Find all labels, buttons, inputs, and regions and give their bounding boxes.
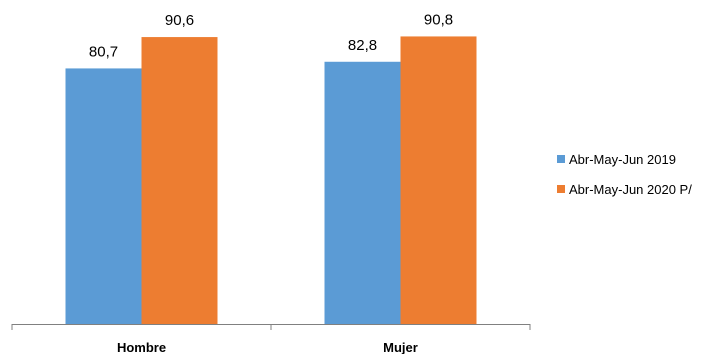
bar-hombre-series-1 bbox=[141, 37, 218, 325]
bars-group bbox=[65, 36, 477, 325]
x-axis-ticks bbox=[11, 324, 531, 330]
value-labels-group: 80,7 90,6 82,8 90,8 bbox=[89, 11, 453, 60]
legend-label-2020: Abr-May-Jun 2020 P/ bbox=[569, 181, 692, 197]
legend-label-2019: Abr-May-Jun 2019 bbox=[569, 151, 676, 167]
category-labels-group: Hombre Mujer bbox=[117, 340, 418, 354]
legend-item-2019: Abr-May-Jun 2019 bbox=[557, 151, 692, 167]
legend-swatch-2020 bbox=[557, 185, 565, 193]
legend: Abr-May-Jun 2019 Abr-May-Jun 2020 P/ bbox=[557, 151, 692, 211]
legend-swatch-2019 bbox=[557, 155, 565, 163]
bar-mujer-series-0 bbox=[324, 61, 401, 324]
category-label-mujer: Mujer bbox=[383, 340, 418, 354]
category-label-hombre: Hombre bbox=[117, 340, 166, 354]
value-label-hombre-series-0: 80,7 bbox=[89, 43, 118, 60]
bar-hombre-series-0 bbox=[65, 68, 142, 325]
value-label-hombre-series-1: 90,6 bbox=[165, 12, 194, 29]
bar-mujer-series-1 bbox=[400, 36, 477, 324]
value-label-mujer-series-0: 82,8 bbox=[348, 37, 377, 54]
value-label-mujer-series-1: 90,8 bbox=[424, 11, 453, 28]
legend-item-2020: Abr-May-Jun 2020 P/ bbox=[557, 181, 692, 197]
